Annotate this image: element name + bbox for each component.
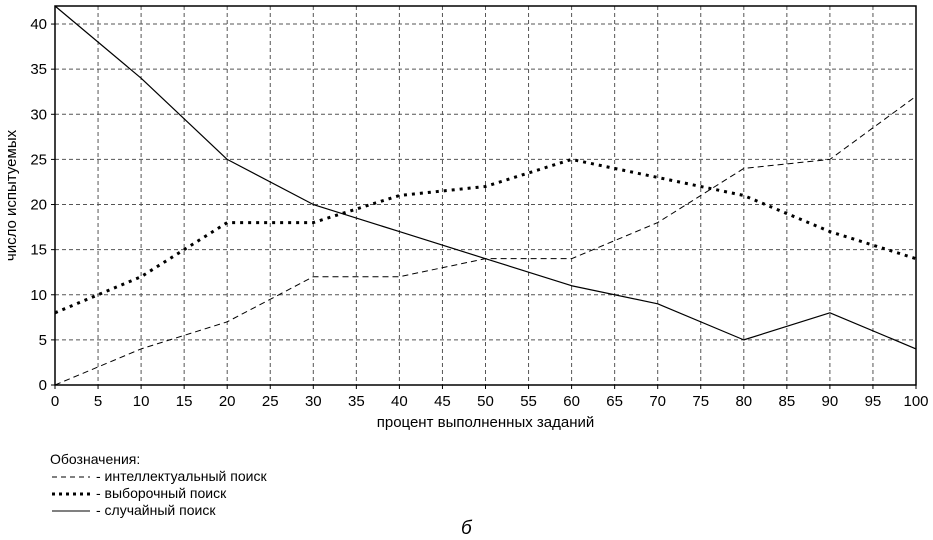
legend-label: - выборочный поиск <box>96 485 227 501</box>
x-tick-label: 60 <box>563 393 580 410</box>
y-tick-label: 35 <box>30 61 47 78</box>
legend-item-intellectual: - интеллектуальный поиск <box>50 468 267 485</box>
legend-item-random: - случайный поиск <box>50 502 267 519</box>
series-line-solid <box>54 5 917 350</box>
x-tick-label: 0 <box>51 393 59 410</box>
x-axis-ticks: 0 5 10 15 20 25 30 35 40 45 50 55 60 65 70 75 80 85 90 95 10… <box>51 385 929 410</box>
series-lines <box>54 5 917 386</box>
x-tick-label: 20 <box>219 393 236 410</box>
x-tick-label: 40 <box>391 393 408 410</box>
legend-label: - интеллектуальный поиск <box>96 468 267 484</box>
x-tick-label: 100 <box>903 393 928 410</box>
legend: Обозначения: - интеллектуальный поиск - … <box>50 451 267 519</box>
y-tick-label: 40 <box>30 16 47 33</box>
series-line-dotted <box>54 157 917 315</box>
panel-letter: б <box>461 518 472 539</box>
x-tick-label: 80 <box>735 393 752 410</box>
y-tick-label: 0 <box>39 377 47 394</box>
grid <box>55 6 916 385</box>
x-tick-label: 30 <box>305 393 322 410</box>
y-axis-label: число испытуемых <box>3 129 20 261</box>
x-tick-label: 55 <box>520 393 537 410</box>
x-tick-label: 70 <box>649 393 666 410</box>
x-tick-label: 15 <box>176 393 193 410</box>
x-tick-label: 65 <box>606 393 623 410</box>
legend-label: - случайный поиск <box>96 502 216 518</box>
legend-item-selective: - выборочный поиск <box>50 485 267 502</box>
x-tick-label: 85 <box>779 393 796 410</box>
y-tick-label: 10 <box>30 287 47 304</box>
x-tick-label: 25 <box>262 393 279 410</box>
x-tick-label: 75 <box>692 393 709 410</box>
legend-swatch-solid <box>52 510 90 511</box>
x-tick-label: 10 <box>133 393 150 410</box>
y-tick-label: 25 <box>30 151 47 168</box>
legend-title: Обозначения: <box>50 451 141 467</box>
x-tick-label: 5 <box>94 393 102 410</box>
y-tick-label: 20 <box>30 197 47 214</box>
x-axis-label: процент выполненных заданий <box>377 414 595 431</box>
x-tick-label: 45 <box>434 393 451 410</box>
x-tick-label: 90 <box>822 393 839 410</box>
x-tick-label: 35 <box>348 393 365 410</box>
legend-swatch-dashed <box>52 476 90 477</box>
x-tick-label: 95 <box>865 393 882 410</box>
line-chart: 0 5 10 15 20 25 30 35 40 45 50 55 60 65 70 75 80 85 90 95 10… <box>3 5 929 431</box>
x-tick-label: 50 <box>477 393 494 410</box>
legend-swatch-dotted <box>52 492 90 495</box>
y-tick-label: 5 <box>39 332 47 349</box>
y-tick-label: 30 <box>30 106 47 123</box>
y-tick-label: 15 <box>30 242 47 259</box>
y-axis-ticks: 0 5 10 15 20 25 30 35 40 <box>30 16 55 394</box>
